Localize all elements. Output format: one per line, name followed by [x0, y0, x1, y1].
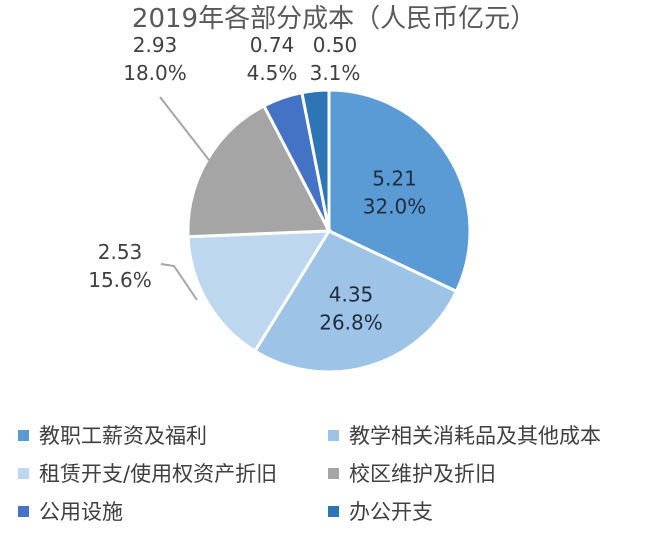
data-label-value-0: 5.21: [372, 167, 417, 191]
pie-chart: 5.21 32.0% 4.35 26.8% 2.53 15.6% 2.93 18.0% 0.74…: [88, 33, 472, 374]
data-label-value-1: 4.35: [329, 282, 374, 306]
legend-item: 教学相关消耗品及其他成本: [328, 420, 648, 450]
legend-item: 教职工薪资及福利: [18, 420, 328, 450]
data-label-value-4: 0.74: [250, 33, 295, 57]
legend-swatch: [18, 505, 29, 517]
data-label-value-3: 2.93: [133, 33, 178, 57]
legend-label: 租赁开支/使用权资产折旧: [39, 462, 278, 486]
legend-label: 办公开支: [349, 500, 433, 524]
legend-label: 教职工薪资及福利: [39, 424, 207, 448]
pie-slice-2: [186, 229, 332, 354]
data-label-percent-1: 26.8%: [319, 310, 383, 334]
leader-line-2: [160, 263, 198, 301]
legend-swatch: [328, 467, 339, 479]
legend-label: 教学相关消耗品及其他成本: [349, 424, 601, 448]
data-label-percent-3: 18.0%: [123, 61, 187, 85]
pie-slice-3: [186, 103, 332, 239]
pie-slice-5: [300, 88, 331, 232]
chart-title: 2019年各部分成本（人民币亿元）: [131, 4, 537, 34]
data-label-percent-4: 4.5%: [247, 61, 298, 85]
data-label-value-5: 0.50: [313, 33, 358, 57]
legend-item: 公用设施: [18, 496, 328, 526]
legend-label: 公用设施: [39, 500, 123, 524]
data-label-percent-2: 15.6%: [88, 268, 152, 292]
legend-swatch: [328, 429, 339, 441]
legend-item: 校区维护及折旧: [328, 458, 648, 488]
data-labels: 5.21 32.0% 4.35 26.8% 2.53 15.6% 2.93 18.0% 0.74…: [88, 33, 426, 334]
legend-item: 租赁开支/使用权资产折旧: [18, 458, 328, 488]
leader-lines: [159, 96, 210, 301]
data-label-percent-0: 32.0%: [363, 195, 427, 219]
legend-swatch: [18, 467, 29, 479]
legend-item: 办公开支: [328, 496, 648, 526]
leader-line-3: [159, 96, 210, 161]
legend-swatch: [328, 505, 339, 517]
pie-slice-1: [252, 229, 459, 374]
pie-slices: [186, 88, 472, 374]
data-label-value-2: 2.53: [98, 240, 143, 264]
legend-label: 校区维护及折旧: [349, 462, 496, 486]
pie-slice-0: [327, 88, 472, 294]
data-label-percent-5: 3.1%: [310, 61, 361, 85]
legend-swatch: [18, 429, 29, 441]
legend: 教职工薪资及福利 教学相关消耗品及其他成本 租赁开支/使用权资产折旧 校区维护及…: [18, 420, 658, 526]
